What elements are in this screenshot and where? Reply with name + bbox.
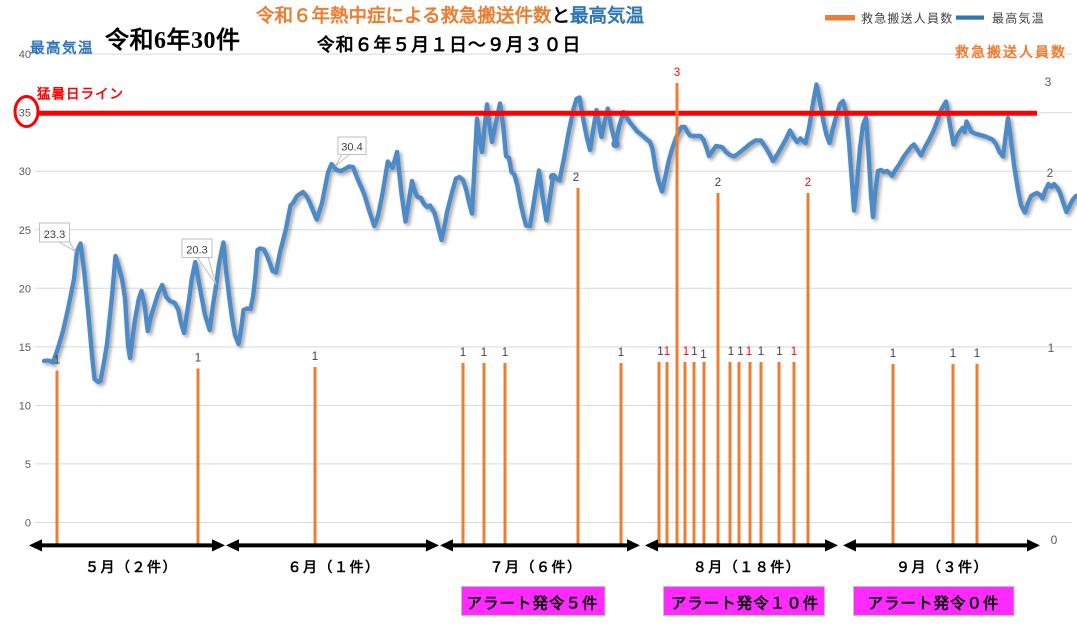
svg-text:1: 1 — [737, 346, 743, 358]
svg-text:猛暑日ライン: 猛暑日ライン — [36, 86, 124, 102]
svg-text:８月（１８件）: ８月（１８件） — [693, 559, 802, 575]
svg-text:2: 2 — [573, 172, 579, 184]
svg-text:0: 0 — [1051, 533, 1058, 547]
svg-text:最高気温: 最高気温 — [992, 11, 1045, 26]
svg-text:1: 1 — [890, 348, 896, 360]
svg-text:40: 40 — [19, 49, 31, 61]
svg-text:令和６年熱中症による救急搬送件数と最高気温: 令和６年熱中症による救急搬送件数と最高気温 — [255, 5, 644, 26]
svg-text:3: 3 — [674, 67, 680, 79]
svg-text:5: 5 — [25, 459, 31, 471]
svg-text:救急搬送人員数: 救急搬送人員数 — [861, 11, 953, 26]
svg-text:25: 25 — [19, 225, 31, 237]
svg-text:1: 1 — [974, 348, 980, 360]
svg-text:1: 1 — [502, 347, 508, 359]
svg-text:30.4: 30.4 — [341, 142, 362, 154]
svg-text:５月（２件）: ５月（２件） — [85, 559, 178, 575]
svg-text:救急搬送人員数: 救急搬送人員数 — [955, 44, 1067, 60]
svg-text:令和6年30件: 令和6年30件 — [105, 26, 241, 54]
svg-text:アラート発令１０件: アラート発令１０件 — [671, 594, 820, 613]
svg-text:35: 35 — [19, 108, 31, 120]
svg-text:７月（６件）: ７月（６件） — [490, 559, 583, 575]
svg-text:1: 1 — [54, 355, 60, 367]
svg-text:1: 1 — [657, 346, 663, 358]
svg-text:2: 2 — [1047, 166, 1054, 180]
svg-text:30: 30 — [19, 166, 31, 178]
svg-text:10: 10 — [19, 400, 31, 412]
svg-text:1: 1 — [195, 353, 201, 365]
svg-text:1: 1 — [691, 346, 697, 358]
svg-text:1: 1 — [683, 346, 689, 358]
svg-text:1: 1 — [700, 349, 706, 361]
svg-text:1: 1 — [758, 346, 764, 358]
svg-text:1: 1 — [618, 347, 624, 359]
svg-text:20.3: 20.3 — [186, 245, 207, 257]
svg-text:最高気温: 最高気温 — [30, 39, 94, 57]
svg-text:1: 1 — [746, 346, 752, 358]
svg-text:６月（１件）: ６月（１件） — [288, 559, 381, 575]
svg-text:1: 1 — [460, 347, 466, 359]
svg-text:アラート発令５件: アラート発令５件 — [466, 594, 598, 613]
svg-text:令和６年５月１日～９月３０日: 令和６年５月１日～９月３０日 — [316, 34, 582, 55]
svg-text:1: 1 — [728, 346, 734, 358]
svg-text:アラート発令０件: アラート発令０件 — [867, 594, 999, 613]
svg-text:3: 3 — [1045, 75, 1052, 89]
svg-text:９月（３件）: ９月（３件） — [896, 559, 989, 575]
svg-text:15: 15 — [19, 342, 31, 354]
svg-text:1: 1 — [791, 346, 797, 358]
svg-text:1: 1 — [481, 347, 487, 359]
svg-text:1: 1 — [776, 346, 782, 358]
svg-text:2: 2 — [805, 177, 811, 189]
svg-text:1: 1 — [312, 351, 318, 363]
svg-text:1: 1 — [1048, 341, 1055, 355]
svg-text:20: 20 — [19, 283, 31, 295]
svg-text:1: 1 — [664, 346, 670, 358]
svg-text:23.3: 23.3 — [44, 229, 65, 241]
svg-text:1: 1 — [950, 348, 956, 360]
svg-text:2: 2 — [715, 177, 721, 189]
svg-text:0: 0 — [25, 518, 31, 530]
